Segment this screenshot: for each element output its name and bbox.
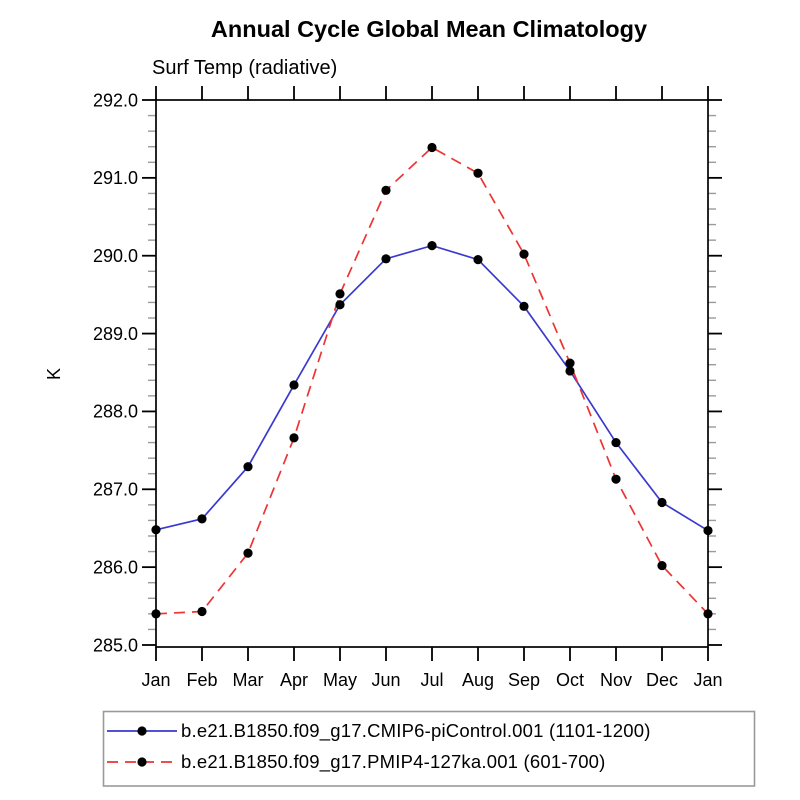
data-point-marker xyxy=(565,366,575,376)
data-point-marker xyxy=(703,525,713,536)
data-point-marker xyxy=(473,255,483,265)
data-point-marker xyxy=(197,606,207,617)
x-tick-label: Jul xyxy=(420,670,443,690)
series-line-1 xyxy=(155,146,709,615)
y-axis-title: K xyxy=(44,368,64,380)
data-point-marker xyxy=(427,240,437,251)
data-point-marker xyxy=(381,185,391,195)
x-tick-label: Feb xyxy=(186,670,217,690)
legend-marker-dot xyxy=(137,757,147,767)
data-point-marker xyxy=(243,548,253,558)
legend-label-cmip6: b.e21.B1850.f09_g17.CMIP6-piControl.001 … xyxy=(181,720,651,742)
data-point-marker xyxy=(519,249,529,259)
data-point-marker xyxy=(473,168,483,178)
series-line-0 xyxy=(155,244,709,532)
y-tick-label: 289.0 xyxy=(93,324,138,344)
legend-marker-dot xyxy=(137,726,147,736)
data-point-marker xyxy=(335,289,345,299)
data-point-marker xyxy=(519,301,529,311)
x-tick-label: May xyxy=(323,670,357,690)
x-tick-label: Jan xyxy=(693,670,722,690)
x-tick-label: Aug xyxy=(462,670,494,690)
data-point-marker xyxy=(427,142,437,153)
y-tick-label: 290.0 xyxy=(93,246,138,266)
data-point-marker xyxy=(289,433,299,443)
chart-subtitle: Surf Temp (radiative) xyxy=(152,57,337,79)
data-point-marker xyxy=(657,497,667,508)
legend-item-pmip4-127ka: b.e21.B1850.f09_g17.PMIP4-127ka.001 (601… xyxy=(107,751,606,773)
legend-item-cmip6-picontrol: b.e21.B1850.f09_g17.CMIP6-piControl.001 … xyxy=(107,720,651,742)
y-tick-label: 291.0 xyxy=(93,168,138,188)
data-point-marker xyxy=(335,300,345,310)
data-point-marker xyxy=(197,514,207,524)
x-tick-label: Jan xyxy=(141,670,170,690)
data-point-marker xyxy=(565,358,575,368)
data-point-marker xyxy=(611,474,621,484)
x-tick-label: Mar xyxy=(233,670,264,690)
data-point-marker xyxy=(151,609,161,619)
legend: b.e21.B1850.f09_g17.CMIP6-piControl.001 … xyxy=(102,710,756,787)
x-tick-label: Dec xyxy=(646,670,678,690)
legend-box xyxy=(102,710,756,787)
data-point-marker xyxy=(611,437,621,448)
data-point-marker xyxy=(657,560,667,571)
y-tick-label: 285.0 xyxy=(93,635,138,655)
data-point-marker xyxy=(381,254,391,264)
legend-label-pmip4: b.e21.B1850.f09_g17.PMIP4-127ka.001 (601… xyxy=(181,751,606,773)
data-point-marker xyxy=(703,609,713,619)
y-tick-label: 287.0 xyxy=(93,480,138,500)
x-tick-label: Nov xyxy=(600,670,632,690)
plot-area: 285.0 286.0 287.0 288.0 289.0 290.0 291.0 292.0… xyxy=(93,86,723,690)
y-tick-label: 288.0 xyxy=(93,402,138,422)
data-point-marker xyxy=(151,525,161,535)
x-tick-label: Apr xyxy=(280,670,308,690)
data-point-marker xyxy=(243,462,253,472)
chart-title: Annual Cycle Global Mean Climatology xyxy=(211,16,647,42)
x-tick-label: Sep xyxy=(508,670,540,690)
y-tick-label: 292.0 xyxy=(93,90,138,110)
plot-frame xyxy=(155,99,709,648)
data-point-marker xyxy=(289,380,299,390)
y-tick-label: 286.0 xyxy=(93,557,138,577)
x-tick-label: Oct xyxy=(556,670,584,690)
x-tick-label: Jun xyxy=(371,670,400,690)
